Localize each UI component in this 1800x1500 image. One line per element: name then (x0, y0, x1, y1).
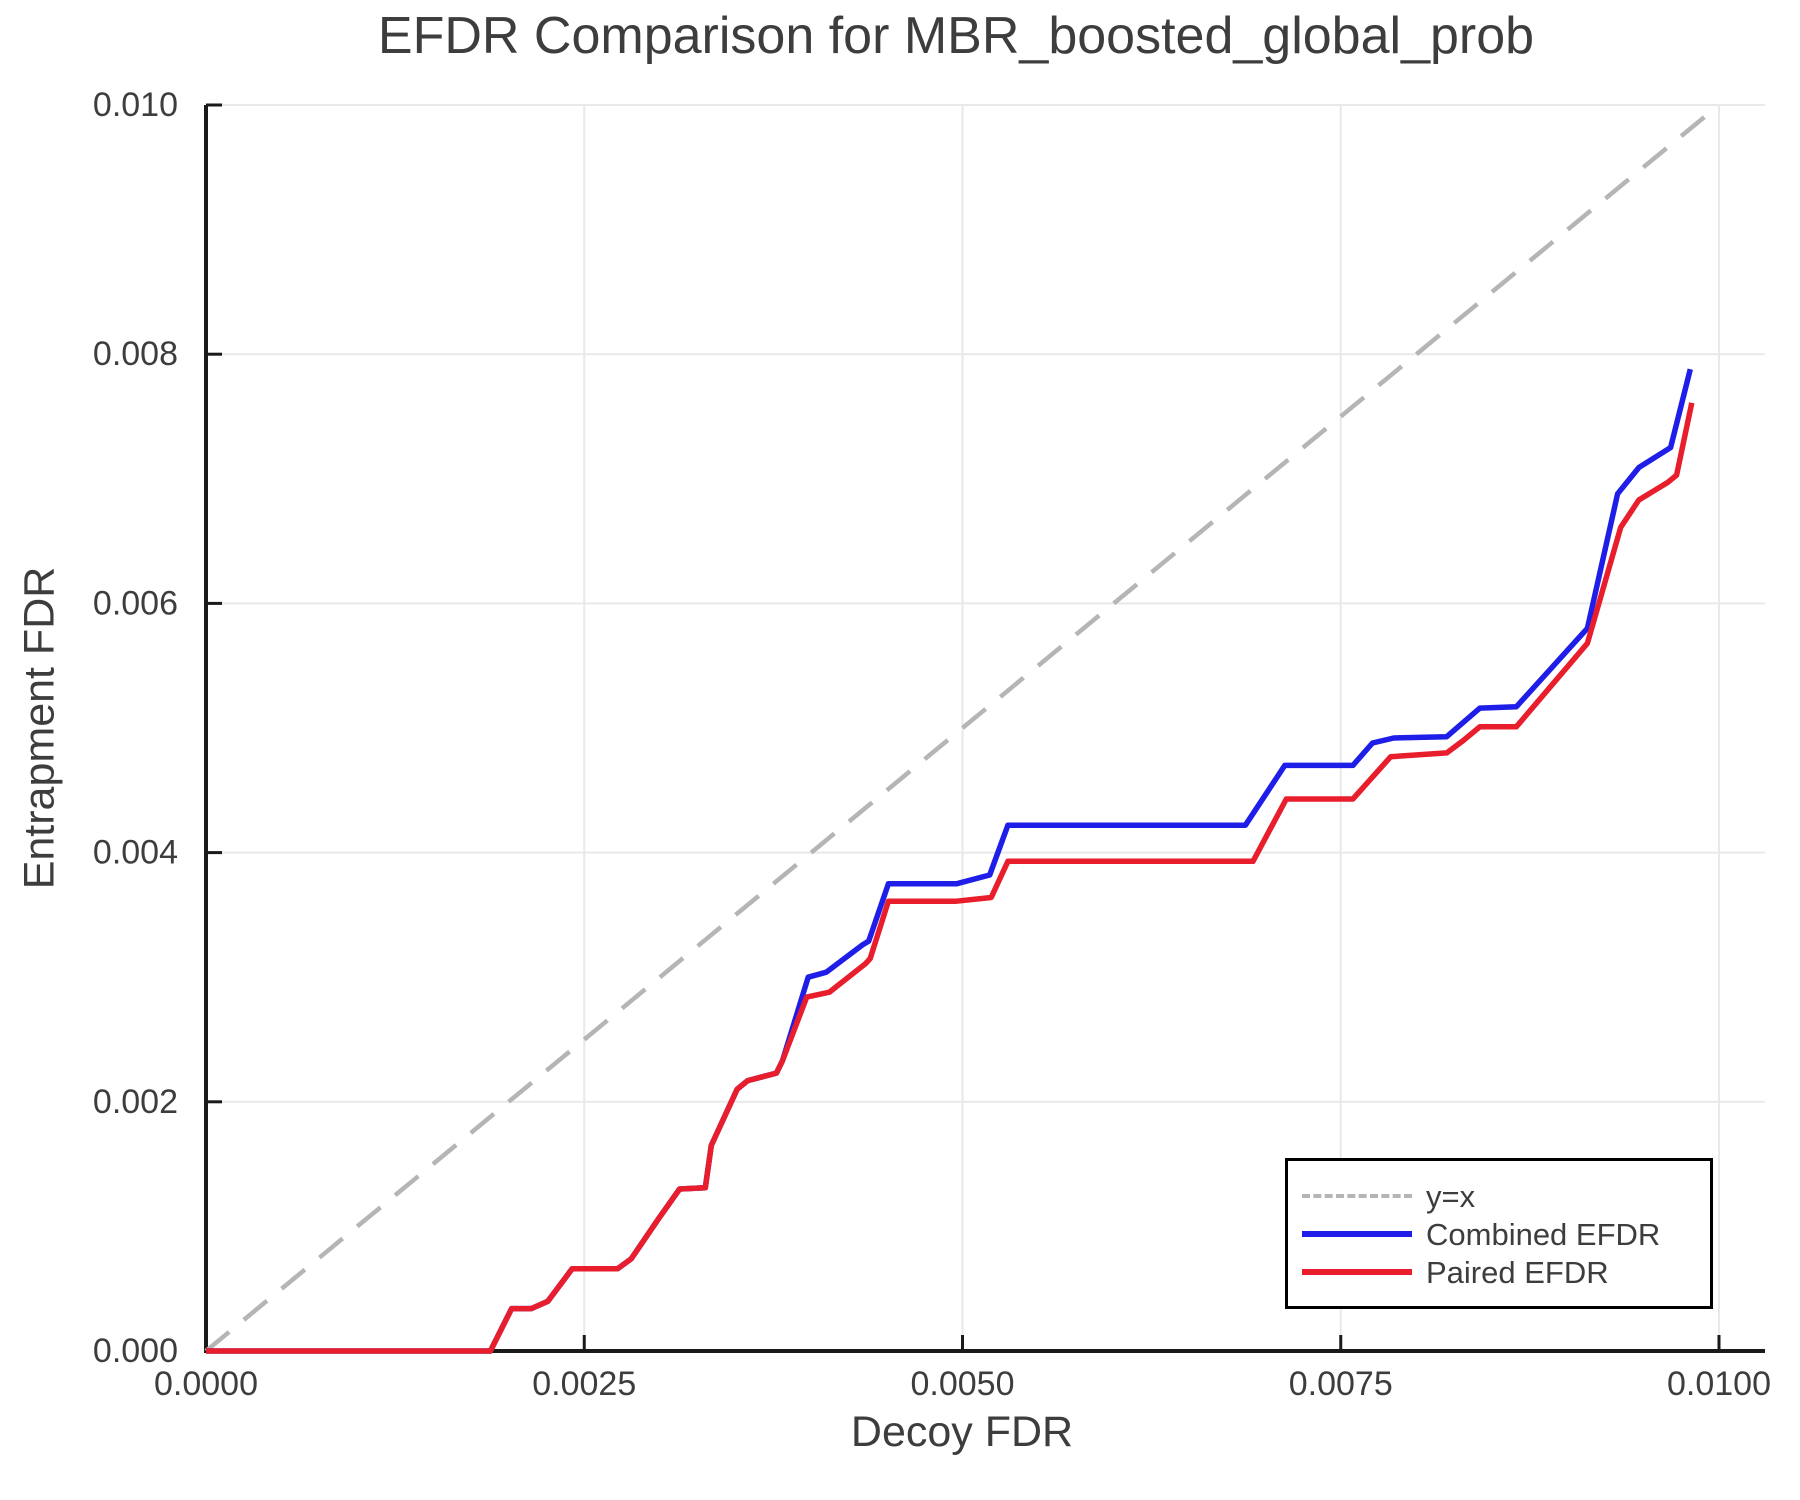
x-axis-title: Decoy FDR (850, 1408, 1074, 1456)
y-tick-label: 0.006 (93, 584, 178, 622)
legend-row-paired-efdr: Paired EFDR (1302, 1253, 1710, 1291)
y-tick-label: 0.010 (93, 86, 178, 124)
x-tick-label: 0.0050 (911, 1365, 1015, 1403)
legend-label-combined-efdr: Combined EFDR (1426, 1216, 1661, 1252)
legend-label-yx: y=x (1426, 1178, 1476, 1214)
series-line-y-x (204, 103, 1721, 1353)
y-tick-label: 0.008 (93, 335, 178, 373)
y-tick-label: 0.000 (93, 1332, 178, 1370)
x-tick-label: 0.0075 (1289, 1365, 1393, 1403)
legend-label-paired-efdr: Paired EFDR (1426, 1254, 1609, 1290)
blue-line-icon (1302, 1231, 1412, 1237)
legend-row-yx: y=x (1302, 1177, 1710, 1215)
chart-title: EFDR Comparison for MBR_boosted_global_p… (377, 7, 1535, 65)
red-line-icon (1302, 1269, 1412, 1275)
legend-row-combined-efdr: Combined EFDR (1302, 1215, 1710, 1253)
dashed-line-icon (1302, 1194, 1412, 1198)
legend: y=x Combined EFDR Paired EFDR (1285, 1158, 1713, 1309)
x-tick-label: 0.0025 (532, 1365, 636, 1403)
x-tick-label: 0.0000 (154, 1365, 258, 1403)
series-line-paired-efdr (206, 402, 1695, 1354)
y-tick-label: 0.004 (93, 834, 178, 872)
x-tick-label: 0.0100 (1667, 1365, 1771, 1403)
y-tick-label: 0.002 (93, 1083, 178, 1121)
